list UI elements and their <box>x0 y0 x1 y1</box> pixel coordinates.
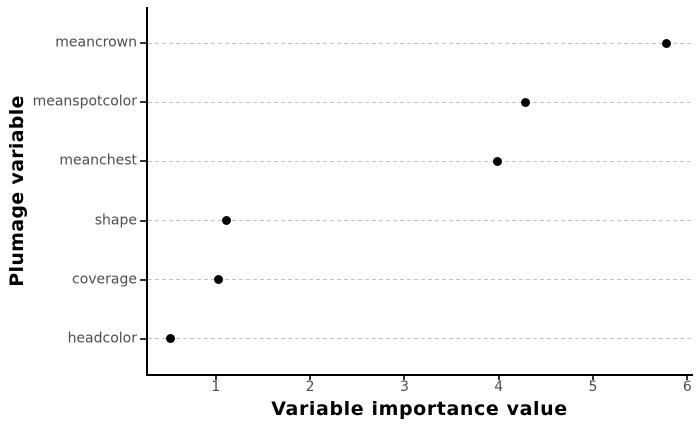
x-tick-mark <box>403 375 406 380</box>
y-axis-line <box>145 7 148 375</box>
data-point-meanspotcolor <box>520 97 530 107</box>
x-tick-label: 5 <box>588 379 598 395</box>
x-tick-label: 1 <box>211 379 221 395</box>
data-point-meancrown <box>662 38 672 48</box>
x-tick-mark <box>591 375 594 380</box>
x-tick-label: 4 <box>494 379 504 395</box>
x-tick-label: 6 <box>682 379 692 395</box>
y-tick-label-coverage: coverage <box>72 271 137 288</box>
y-tick-label-meancrown: meancrown <box>55 35 137 52</box>
x-tick-mark <box>497 375 500 380</box>
data-point-shape <box>221 216 231 226</box>
y-tick-label-shape: shape <box>94 212 137 229</box>
y-tick-mark <box>140 278 146 281</box>
y-axis-title: Plumage variable <box>6 95 28 287</box>
x-tick-mark <box>214 375 217 380</box>
x-tick-label: 2 <box>305 379 315 395</box>
data-point-meanchest <box>493 156 503 166</box>
gridline-meanspotcolor <box>148 101 692 104</box>
x-axis-title: Variable importance value <box>271 398 568 420</box>
y-tick-mark <box>140 101 146 104</box>
x-tick-label: 3 <box>399 379 409 395</box>
y-tick-mark <box>140 42 146 45</box>
gridline-headcolor <box>148 337 692 340</box>
gridline-shape <box>148 219 692 222</box>
y-tick-mark <box>140 219 146 222</box>
data-point-headcolor <box>166 334 176 344</box>
gridline-meanchest <box>148 160 692 163</box>
x-axis-line <box>145 373 693 376</box>
y-tick-label-meanspotcolor: meanspotcolor <box>32 94 137 111</box>
y-tick-mark <box>140 337 146 340</box>
y-tick-label-meanchest: meanchest <box>59 153 137 170</box>
x-tick-mark <box>309 375 312 380</box>
y-tick-label-headcolor: headcolor <box>67 330 137 347</box>
data-point-coverage <box>214 275 224 285</box>
gridline-coverage <box>148 278 692 281</box>
x-tick-mark <box>686 375 689 380</box>
gridline-meancrown <box>148 42 692 45</box>
y-tick-mark <box>140 160 146 163</box>
